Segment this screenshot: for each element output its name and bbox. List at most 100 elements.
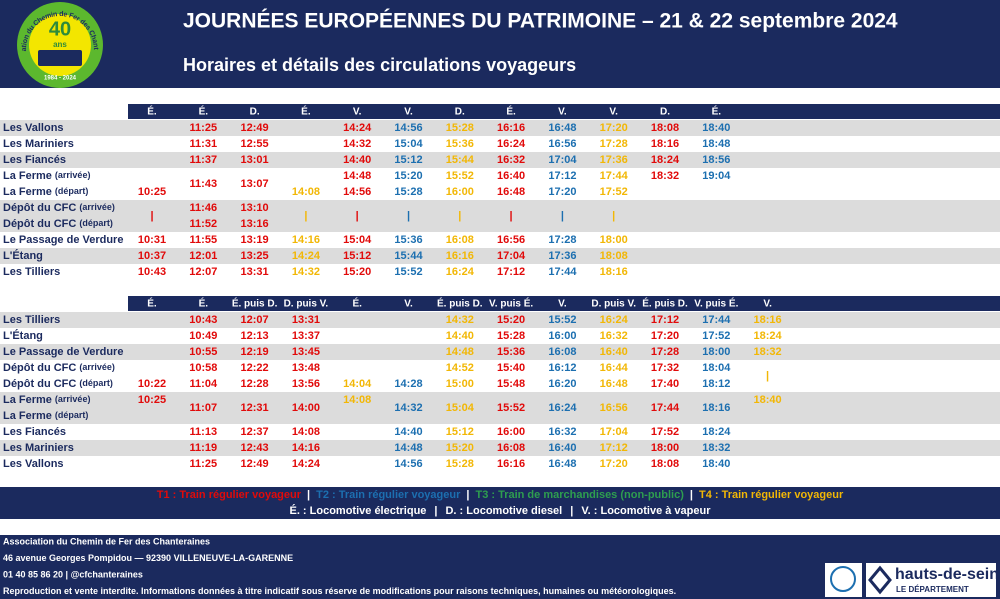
time: 17:44 — [600, 170, 629, 182]
time: 15:52 — [497, 402, 525, 414]
column-header: V. — [558, 107, 567, 118]
time: 18:48 — [702, 138, 730, 150]
time: | — [766, 370, 769, 382]
time: 16:48 — [548, 458, 576, 470]
column-header: D. puis V. — [284, 299, 329, 310]
time: 16:56 — [497, 234, 525, 246]
time: 13:10 — [241, 202, 269, 214]
column-header: V. — [558, 299, 567, 310]
time: 17:04 — [497, 250, 526, 262]
column-header: V. — [404, 107, 413, 118]
time: 14:16 — [292, 442, 320, 454]
time: 14:32 — [394, 402, 422, 414]
time: 18:24 — [754, 330, 783, 342]
time: 10:55 — [189, 346, 217, 358]
train-legend: T1 : Train régulier voyageur | T2 : Train … — [157, 489, 844, 501]
time: 16:24 — [497, 138, 526, 150]
time: 15:36 — [497, 346, 525, 358]
column-header: É. — [147, 105, 157, 118]
time: 17:28 — [651, 346, 679, 358]
partner-logo-mark — [868, 565, 892, 595]
time: 18:32 — [702, 442, 730, 454]
time: 17:32 — [651, 362, 679, 374]
time: 18:16 — [600, 266, 628, 278]
time: 18:08 — [651, 122, 679, 134]
time: 11:52 — [190, 218, 218, 230]
time: 18:40 — [702, 122, 730, 134]
time: 14:00 — [292, 402, 320, 414]
time: 14:32 — [446, 314, 474, 326]
legend-item: V. : Locomotive à vapeur — [581, 505, 711, 517]
row-shade — [0, 200, 1000, 232]
time: | — [304, 210, 307, 222]
time: 17:36 — [600, 154, 628, 166]
legend-separator: | — [307, 489, 310, 501]
stop-name: Dépôt du CFC — [3, 218, 76, 230]
stop-name: Le Passage de Verdure — [3, 234, 123, 246]
time: 12:49 — [241, 458, 269, 470]
time: 16:00 — [548, 330, 576, 342]
stop-label: Les Vallons — [3, 458, 64, 470]
stop-name: Dépôt du CFC — [3, 378, 76, 390]
time: 15:20 — [446, 442, 474, 454]
time: 15:12 — [446, 426, 474, 438]
time: 13:16 — [241, 218, 269, 230]
time: 16:08 — [548, 346, 576, 358]
stop-note: (départ) — [79, 218, 113, 228]
time: 13:56 — [292, 378, 320, 390]
time: 11:25 — [190, 122, 218, 134]
stop-name: Les Mariniers — [3, 138, 74, 150]
stop-note: (arrivée) — [55, 394, 91, 404]
time: 17:20 — [600, 458, 628, 470]
time: 10:49 — [189, 330, 217, 342]
time: 16:12 — [548, 362, 576, 374]
time: 16:24 — [446, 266, 475, 278]
stop-label: Le Passage de Verdure — [3, 346, 123, 358]
time: 15:20 — [343, 266, 371, 278]
time: 15:12 — [394, 154, 422, 166]
time: 14:56 — [394, 458, 422, 470]
time: 12:31 — [241, 402, 269, 414]
time: 10:25 — [138, 186, 166, 198]
time: 15:20 — [497, 314, 525, 326]
stop-name: La Ferme — [3, 170, 52, 182]
stop-label: Les Vallons — [3, 122, 64, 134]
stop-note: (départ) — [55, 410, 89, 420]
time: 11:43 — [190, 178, 218, 190]
time: 15:36 — [394, 234, 422, 246]
time: 14:24 — [292, 250, 321, 262]
time: 16:32 — [497, 154, 525, 166]
logo-unit: ans — [53, 40, 67, 49]
time: 12:22 — [241, 362, 269, 374]
time: 17:12 — [497, 266, 525, 278]
time: 16:08 — [497, 442, 525, 454]
time: 14:32 — [343, 138, 371, 150]
time: 15:48 — [497, 378, 525, 390]
time: 17:20 — [600, 122, 628, 134]
time: 16:56 — [548, 138, 576, 150]
column-header: É. puis D. — [232, 297, 278, 310]
stop-label: Les Fiancés — [3, 426, 66, 438]
time: 18:12 — [702, 378, 730, 390]
row-shade — [0, 392, 1000, 424]
stop-label: Dépôt du CFC (arrivée) — [3, 202, 115, 214]
column-header: É. puis D. — [437, 297, 483, 310]
locomotive-legend: É. : Locomotive électrique | D. : Locomoti… — [289, 504, 711, 517]
time: | — [561, 210, 564, 222]
time: 19:04 — [702, 170, 731, 182]
time: 11:55 — [190, 234, 218, 246]
logo-train — [38, 50, 82, 66]
time: 12:43 — [241, 442, 269, 454]
time: 11:13 — [190, 426, 218, 438]
time: 12:07 — [189, 266, 217, 278]
time: 18:08 — [651, 458, 679, 470]
time: 17:28 — [548, 234, 576, 246]
time: 18:24 — [651, 154, 680, 166]
time: 13:31 — [292, 314, 320, 326]
time: 11:25 — [190, 458, 218, 470]
time: 14:08 — [292, 186, 320, 198]
time: 11:37 — [190, 154, 218, 166]
stop-label: La Ferme (arrivée) — [3, 394, 90, 406]
